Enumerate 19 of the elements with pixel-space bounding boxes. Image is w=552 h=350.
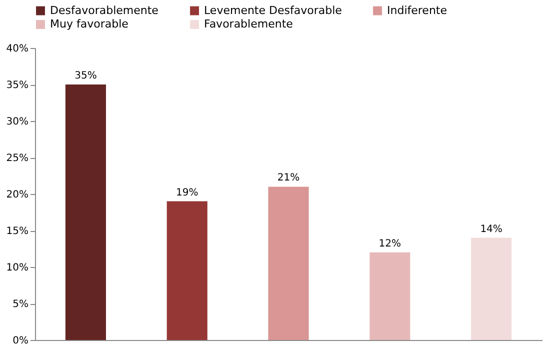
data-label: 14% xyxy=(480,224,502,235)
y-tick-label: 0% xyxy=(12,336,28,346)
legend-label: Indiferente xyxy=(387,4,448,17)
y-tick-label: 25% xyxy=(6,153,28,164)
legend-label: Favorablemente xyxy=(204,18,294,30)
y-tick-label: 5% xyxy=(12,299,28,310)
y-tick-label: 30% xyxy=(6,116,28,128)
data-label: 35% xyxy=(74,70,97,82)
legend-label: Muy favorable xyxy=(50,18,129,30)
data-label: 21% xyxy=(277,172,300,184)
data-label: 12% xyxy=(378,238,402,250)
y-tick-label: 15% xyxy=(6,226,28,237)
y-tick-label: 10% xyxy=(6,262,28,274)
y-tick-label: 20% xyxy=(6,190,28,200)
y-tick-label: 35% xyxy=(6,80,28,91)
y-tick-label: 40% xyxy=(6,44,28,54)
legend-label: Desfavorablemente xyxy=(50,4,159,17)
legend-label: Levemente Desfavorable xyxy=(204,4,342,17)
data-label: 19% xyxy=(176,187,198,198)
